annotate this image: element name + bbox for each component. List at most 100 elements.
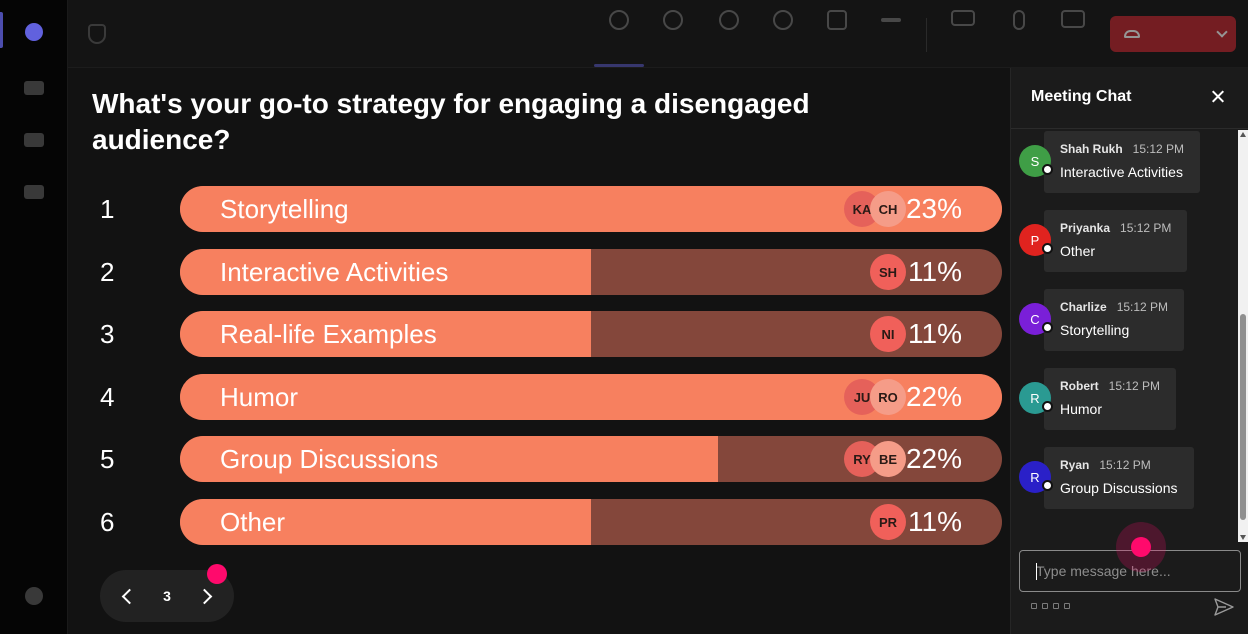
message-bubble[interactable]: Priyanka 15:12 PM Other xyxy=(1044,210,1188,272)
teams-icon xyxy=(24,133,44,147)
emoji-icon[interactable] xyxy=(1053,603,1059,609)
result-bar: Other PR 11% xyxy=(180,499,1002,545)
meeting-toolbar xyxy=(68,0,1248,68)
rail-item-chat[interactable] xyxy=(4,64,64,112)
option-label: Group Discussions xyxy=(220,444,439,474)
voter-avatars: PR xyxy=(826,499,906,545)
scroll-down-icon[interactable] xyxy=(1240,535,1246,540)
toolbar-divider xyxy=(926,18,927,52)
result-bar: Group Discussions RY BE 22% xyxy=(180,436,1002,482)
page-number: 3 xyxy=(163,588,171,604)
message-bubble[interactable]: Shah Rukh 15:12 PM Interactive Activities xyxy=(1044,131,1201,193)
activity-icon xyxy=(25,23,43,41)
voter-avatar: PR xyxy=(870,504,906,540)
camera-button[interactable] xyxy=(936,10,990,60)
result-bar-fill xyxy=(180,249,591,295)
voter-avatars: KA CH xyxy=(826,186,906,232)
mic-button[interactable] xyxy=(992,10,1046,60)
poll-option-row: 5 Group Discussions RY BE 22% xyxy=(68,436,1010,482)
help-icon xyxy=(25,587,43,605)
hand-icon xyxy=(719,10,739,30)
more-button[interactable] xyxy=(864,10,918,60)
gif-icon[interactable] xyxy=(1064,603,1070,609)
chat-bubble-icon xyxy=(609,10,629,30)
camera-icon xyxy=(951,10,975,26)
format-icon[interactable] xyxy=(1031,603,1037,609)
raise-hand-button[interactable] xyxy=(702,10,756,60)
left-rail xyxy=(0,0,68,634)
send-icon[interactable] xyxy=(1214,598,1234,616)
rail-selection-indicator xyxy=(0,12,3,48)
sender-name: Charlize xyxy=(1060,300,1107,314)
option-percentage: 11% xyxy=(908,318,962,349)
result-bar: Interactive Activities SH 11% xyxy=(180,249,1002,295)
people-icon xyxy=(663,10,683,30)
microphone-icon xyxy=(1013,10,1025,30)
message-bubble[interactable]: Robert 15:12 PM Humor xyxy=(1044,368,1177,430)
message-time: 15:12 PM xyxy=(1116,300,1169,314)
voter-avatar: SH xyxy=(870,254,906,290)
sender-name: Ryan xyxy=(1060,458,1090,472)
rail-item-calendar[interactable] xyxy=(4,168,64,216)
leave-button[interactable] xyxy=(1110,16,1236,52)
chat-title: Meeting Chat xyxy=(1031,88,1132,105)
chat-button[interactable] xyxy=(592,10,646,60)
rail-item-activity[interactable] xyxy=(4,8,64,56)
option-label: Interactive Activities xyxy=(220,257,449,287)
result-bar-fill xyxy=(180,311,591,357)
message-text: Group Discussions xyxy=(1060,480,1178,496)
presence-status-icon xyxy=(1042,164,1053,175)
voter-avatar: NI xyxy=(870,316,906,352)
option-number: 2 xyxy=(100,257,115,287)
message-bubble[interactable]: Ryan 15:12 PM Group Discussions xyxy=(1044,447,1194,509)
react-button[interactable] xyxy=(756,10,810,60)
sender-name: Shah Rukh xyxy=(1060,142,1123,156)
voter-avatars: NI xyxy=(826,311,906,357)
chat-tab-indicator xyxy=(594,64,644,67)
message-text: Other xyxy=(1060,243,1096,259)
grid-icon xyxy=(827,10,847,30)
poll-option-row: 3 Real-life Examples NI 11% xyxy=(68,311,1010,357)
message-bubble[interactable]: Charlize 15:12 PM Storytelling xyxy=(1044,289,1185,351)
smiley-icon xyxy=(773,10,793,30)
option-number: 5 xyxy=(100,444,115,474)
close-icon[interactable] xyxy=(1207,86,1229,108)
message-time: 15:12 PM xyxy=(1132,142,1185,156)
message-time: 15:12 PM xyxy=(1108,379,1161,393)
chat-message-input[interactable] xyxy=(1019,550,1241,592)
chevron-down-icon[interactable] xyxy=(1216,26,1228,38)
cursor-indicator xyxy=(207,564,227,584)
chevron-left-icon[interactable] xyxy=(121,588,138,604)
option-number: 4 xyxy=(100,382,115,412)
rail-item-teams[interactable] xyxy=(4,116,64,164)
people-button[interactable] xyxy=(646,10,700,60)
rail-item-help[interactable] xyxy=(4,572,64,620)
poll-option-row: 2 Interactive Activities SH 11% xyxy=(68,249,1010,295)
shield-icon xyxy=(88,24,106,44)
poll-option-row: 1 Storytelling KA CH 23% xyxy=(68,186,1010,232)
result-bar: Real-life Examples NI 11% xyxy=(180,311,1002,357)
chat-scrollbar[interactable] xyxy=(1238,130,1248,542)
view-button[interactable] xyxy=(810,10,864,60)
chevron-right-icon[interactable] xyxy=(196,588,213,604)
message-text: Storytelling xyxy=(1060,322,1130,338)
scrollbar-thumb[interactable] xyxy=(1240,314,1246,520)
option-label: Storytelling xyxy=(220,194,349,224)
option-percentage: 11% xyxy=(908,256,962,287)
format-toolbar xyxy=(1031,603,1070,609)
voter-avatar: BE xyxy=(870,441,906,477)
share-button[interactable] xyxy=(1046,10,1100,60)
poll-question: What's your go-to strategy for engaging … xyxy=(92,88,810,155)
attach-icon[interactable] xyxy=(1042,603,1048,609)
text-caret xyxy=(1036,563,1037,580)
option-number: 3 xyxy=(100,319,115,349)
poll-results: What's your go-to strategy for engaging … xyxy=(68,68,1010,634)
calendar-icon xyxy=(24,185,44,199)
chat-icon xyxy=(24,81,44,95)
message-time: 15:12 PM xyxy=(1120,221,1172,235)
presence-status-icon xyxy=(1042,401,1053,412)
sender-name: Priyanka xyxy=(1060,221,1111,235)
scroll-up-icon[interactable] xyxy=(1240,132,1246,137)
result-bar-fill xyxy=(180,499,591,545)
